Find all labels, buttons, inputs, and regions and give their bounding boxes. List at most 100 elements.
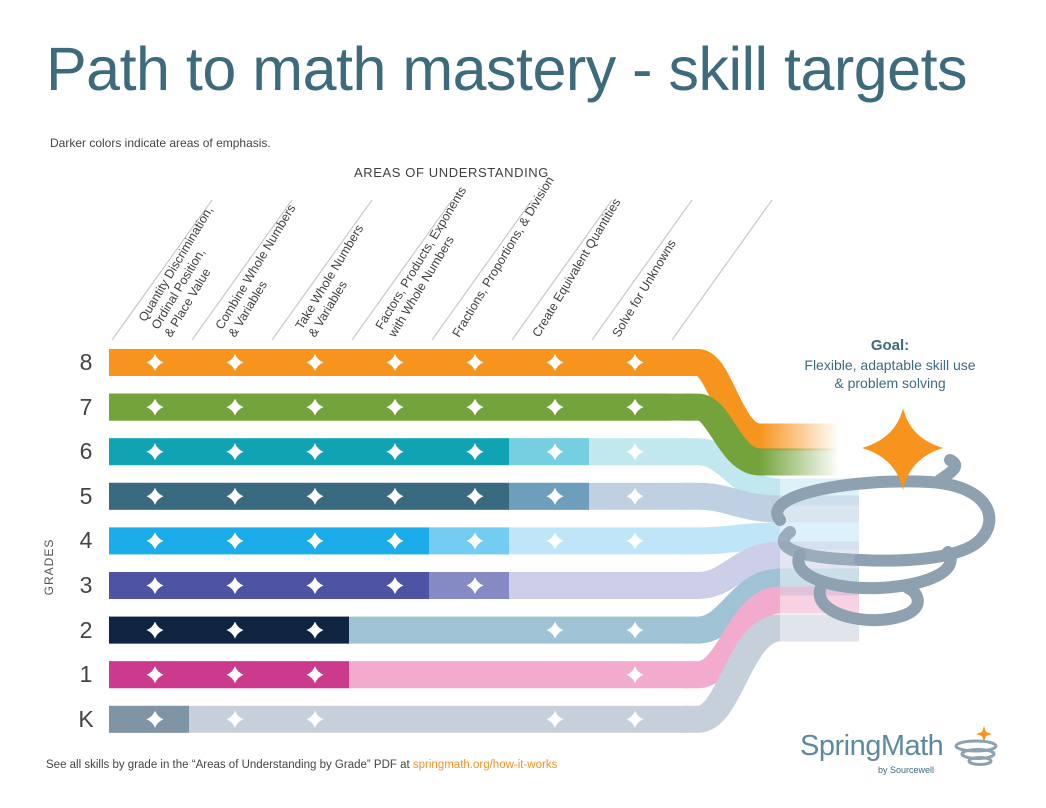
goal-title: Goal: xyxy=(870,337,910,354)
area-header-line: Solve for Unknowns xyxy=(610,237,679,340)
skill-star-icon xyxy=(146,666,164,684)
skill-star-icon xyxy=(466,398,484,416)
goal-star-icon xyxy=(862,408,943,490)
skill-star-icon xyxy=(306,443,324,461)
area-header-line: Factors, Products, Exponents xyxy=(373,184,469,332)
skill-star-icon xyxy=(146,621,164,639)
grade-label: 2 xyxy=(79,616,93,643)
area-header-line: Create Equivalent Quantities xyxy=(530,196,624,340)
skill-star-icon xyxy=(626,621,644,639)
spiral-coil xyxy=(777,526,866,566)
spiral-front-icon xyxy=(771,454,996,627)
skill-star-icon xyxy=(546,487,564,505)
skill-star-icon xyxy=(306,487,324,505)
skill-star-icon xyxy=(466,443,484,461)
column-divider-lines xyxy=(111,199,773,341)
page-title: Path to math mastery - skill targets xyxy=(46,35,968,103)
skill-star-icon xyxy=(386,577,404,594)
column-divider-line xyxy=(271,199,373,341)
skill-star-icon xyxy=(146,443,164,461)
goal-star-icon xyxy=(862,408,943,490)
column-divider-line xyxy=(511,199,613,341)
grade-label: K xyxy=(78,705,94,732)
skill-star-icon xyxy=(546,532,564,550)
area-header-line: Combine Whole Numbers xyxy=(213,202,299,332)
emphasis-note: Darker colors indicate areas of emphasis… xyxy=(50,136,271,150)
grade-path-tail xyxy=(685,393,763,476)
footer-text: See all skills by grade in the “Areas of… xyxy=(46,759,413,771)
goal-text-line: & problem solving xyxy=(834,375,946,391)
skill-star-icon xyxy=(146,487,164,505)
skill-star-icon xyxy=(306,532,324,550)
skill-star-icon xyxy=(306,577,324,594)
grade-path-tail xyxy=(685,568,782,644)
area-column-header: Solve for Unknowns xyxy=(610,237,679,340)
grade-path-tail xyxy=(685,541,781,599)
skill-star-icon xyxy=(146,710,164,728)
column-divider-line xyxy=(111,199,213,341)
skill-star-icon xyxy=(466,532,484,550)
skill-star-icon xyxy=(226,621,244,639)
column-divider-line xyxy=(351,199,453,341)
goal-text: Flexible, adaptable skill use & problem … xyxy=(790,356,990,392)
skill-star-icon xyxy=(306,621,324,639)
grade-path-tails xyxy=(685,438,859,733)
skill-star-icon xyxy=(466,487,484,505)
areas-heading: AREAS OF UNDERSTANDING xyxy=(354,165,549,180)
skill-star-icon xyxy=(386,487,404,505)
skill-star-icon xyxy=(626,532,644,550)
skill-star-icon xyxy=(546,443,564,461)
grade-label: 6 xyxy=(79,438,93,465)
skill-star-icon xyxy=(546,354,564,371)
skill-star-icon xyxy=(146,398,164,416)
grade-path-tail xyxy=(685,438,782,506)
footer-note: See all skills by grade in the “Areas of… xyxy=(46,759,557,771)
skill-star-icon xyxy=(306,398,324,416)
grade-bars xyxy=(109,349,690,733)
skill-star-icon xyxy=(386,354,404,371)
footer-link[interactable]: springmath.org/how-it-works xyxy=(412,759,558,771)
grade-label: 3 xyxy=(79,572,93,598)
grade-path-tails-front xyxy=(685,349,839,476)
skill-star-icon xyxy=(386,443,404,461)
skill-star-icon xyxy=(626,710,644,728)
skill-star-icon xyxy=(386,398,404,416)
skill-star-icon xyxy=(546,621,564,639)
skill-star-icon xyxy=(466,577,484,594)
skill-star-icon xyxy=(146,354,164,371)
logo-sub: by Sourcewell xyxy=(878,765,935,775)
grade-bar-light xyxy=(109,705,690,733)
spiral-coil xyxy=(813,582,924,627)
skill-star-icon xyxy=(306,354,324,371)
area-column-headers: Quantity Discrimination,Ordinal Position… xyxy=(136,174,679,341)
spiral-back-icon xyxy=(777,526,866,566)
skill-star-icon xyxy=(386,532,404,550)
grade-path-tail xyxy=(685,614,783,733)
skill-star-icon xyxy=(626,487,644,505)
skill-star-icon xyxy=(226,487,244,505)
skill-star-icon xyxy=(466,354,484,371)
skill-star-icon xyxy=(226,577,244,594)
grade-label: 8 xyxy=(79,349,93,375)
goal-text-line: Flexible, adaptable skill use xyxy=(804,357,976,373)
grade-path-tail xyxy=(685,482,781,523)
skill-star-icon xyxy=(546,710,564,728)
column-divider-line xyxy=(591,199,693,341)
skill-star-icon xyxy=(626,398,644,416)
column-divider-line xyxy=(671,199,773,341)
skill-star-icon xyxy=(226,532,244,550)
grade-path-fade xyxy=(759,423,839,451)
grade-path-tail xyxy=(685,522,781,555)
logo-brand: SpringMath xyxy=(800,730,944,762)
skill-star-icon xyxy=(546,398,564,416)
skill-star-icon xyxy=(626,354,644,371)
skill-star-icon xyxy=(226,354,244,371)
column-divider-line xyxy=(431,199,533,341)
skill-star-icon xyxy=(146,577,164,594)
skill-star-icon xyxy=(226,443,244,461)
spiral-coil xyxy=(792,546,957,595)
skill-star-icon xyxy=(626,443,644,461)
skill-star-icon xyxy=(226,666,244,684)
skill-star-icons xyxy=(146,354,644,728)
